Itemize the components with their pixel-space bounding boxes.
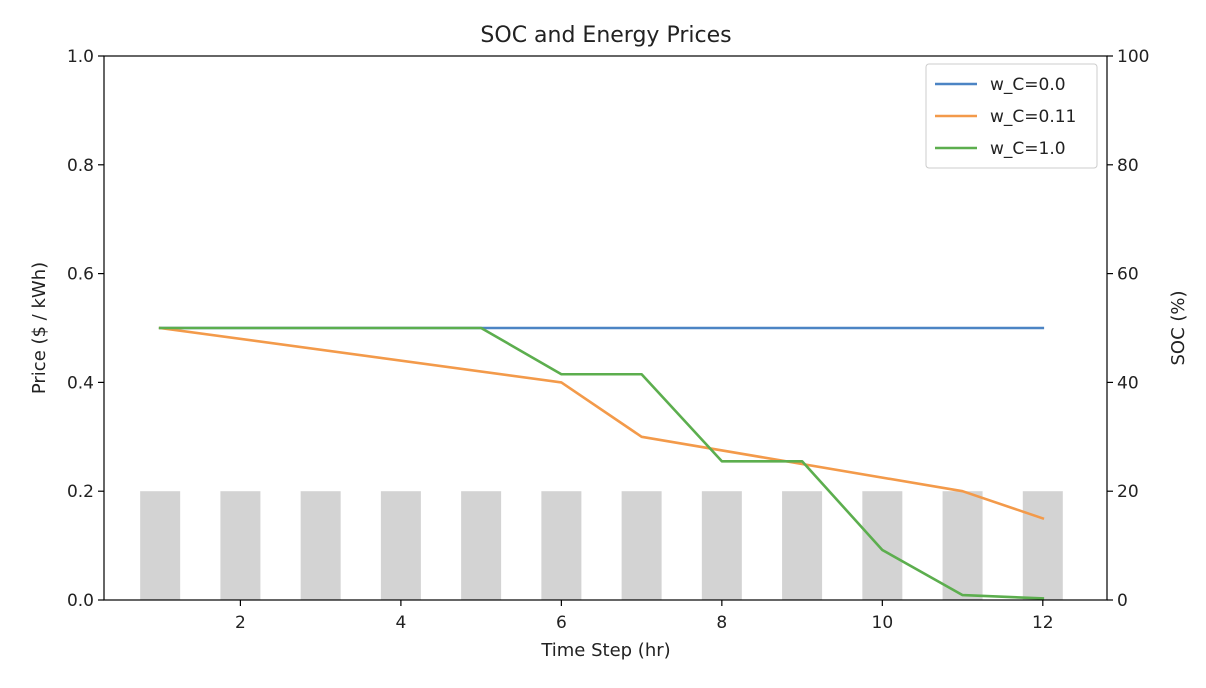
bar <box>541 491 582 600</box>
bar <box>380 491 421 600</box>
bar <box>1022 491 1063 600</box>
bar <box>942 491 983 600</box>
chart-title: SOC and Energy Prices <box>480 23 731 48</box>
left-y-tick-label: 0.8 <box>67 156 94 176</box>
left-y-tick-label: 0.6 <box>67 265 94 285</box>
legend-label: w_C=0.11 <box>990 107 1076 127</box>
right-y-tick-label: 100 <box>1117 47 1149 67</box>
bars-layer <box>140 491 1063 600</box>
left-y-tick-label: 0.4 <box>67 373 94 393</box>
right-y-tick-label: 0 <box>1117 591 1128 611</box>
x-tick-label: 8 <box>716 613 727 633</box>
right-y-tick-label: 40 <box>1117 373 1139 393</box>
left-y-axis: 0.0 0.2 0.4 0.6 0.8 1.0 <box>67 47 104 611</box>
bar <box>782 491 823 600</box>
x-tick-label: 4 <box>395 613 406 633</box>
x-axis-label: Time Step (hr) <box>540 640 670 661</box>
legend-label: w_C=1.0 <box>990 139 1066 159</box>
right-y-tick-label: 20 <box>1117 482 1139 502</box>
legend-label: w_C=0.0 <box>990 75 1066 95</box>
x-axis: 2 4 6 8 10 12 <box>235 600 1054 633</box>
lines-layer <box>158 326 1045 600</box>
series-line-2 <box>158 326 1045 521</box>
bar <box>300 491 341 600</box>
x-tick-label: 12 <box>1032 613 1054 633</box>
left-y-axis-label: Price ($ / kWh) <box>29 262 50 394</box>
bar <box>220 491 261 600</box>
x-tick-label: 6 <box>556 613 567 633</box>
x-tick-label: 2 <box>235 613 246 633</box>
bar <box>862 491 903 600</box>
right-y-tick-label: 80 <box>1117 156 1139 176</box>
left-y-tick-label: 0.2 <box>67 482 94 502</box>
legend-box <box>925 63 1098 169</box>
plot-frame <box>103 55 1108 601</box>
right-y-tick-label: 60 <box>1117 265 1139 285</box>
legend-items: w_C=0.0 w_C=0.11 w_C=1.0 <box>935 75 1076 159</box>
left-y-tick-label: 0.0 <box>67 591 94 611</box>
bar <box>701 491 742 600</box>
right-y-axis-label: SOC (%) <box>1168 290 1189 365</box>
bar <box>621 491 662 600</box>
x-tick-label: 10 <box>872 613 894 633</box>
bar <box>140 491 181 600</box>
legend: w_C=0.0 w_C=0.11 w_C=1.0 <box>925 63 1098 169</box>
series-line-3 <box>158 326 1045 600</box>
bar <box>461 491 502 600</box>
right-y-axis: 0 20 40 60 80 100 <box>1107 47 1149 611</box>
left-y-tick-label: 1.0 <box>67 47 94 67</box>
